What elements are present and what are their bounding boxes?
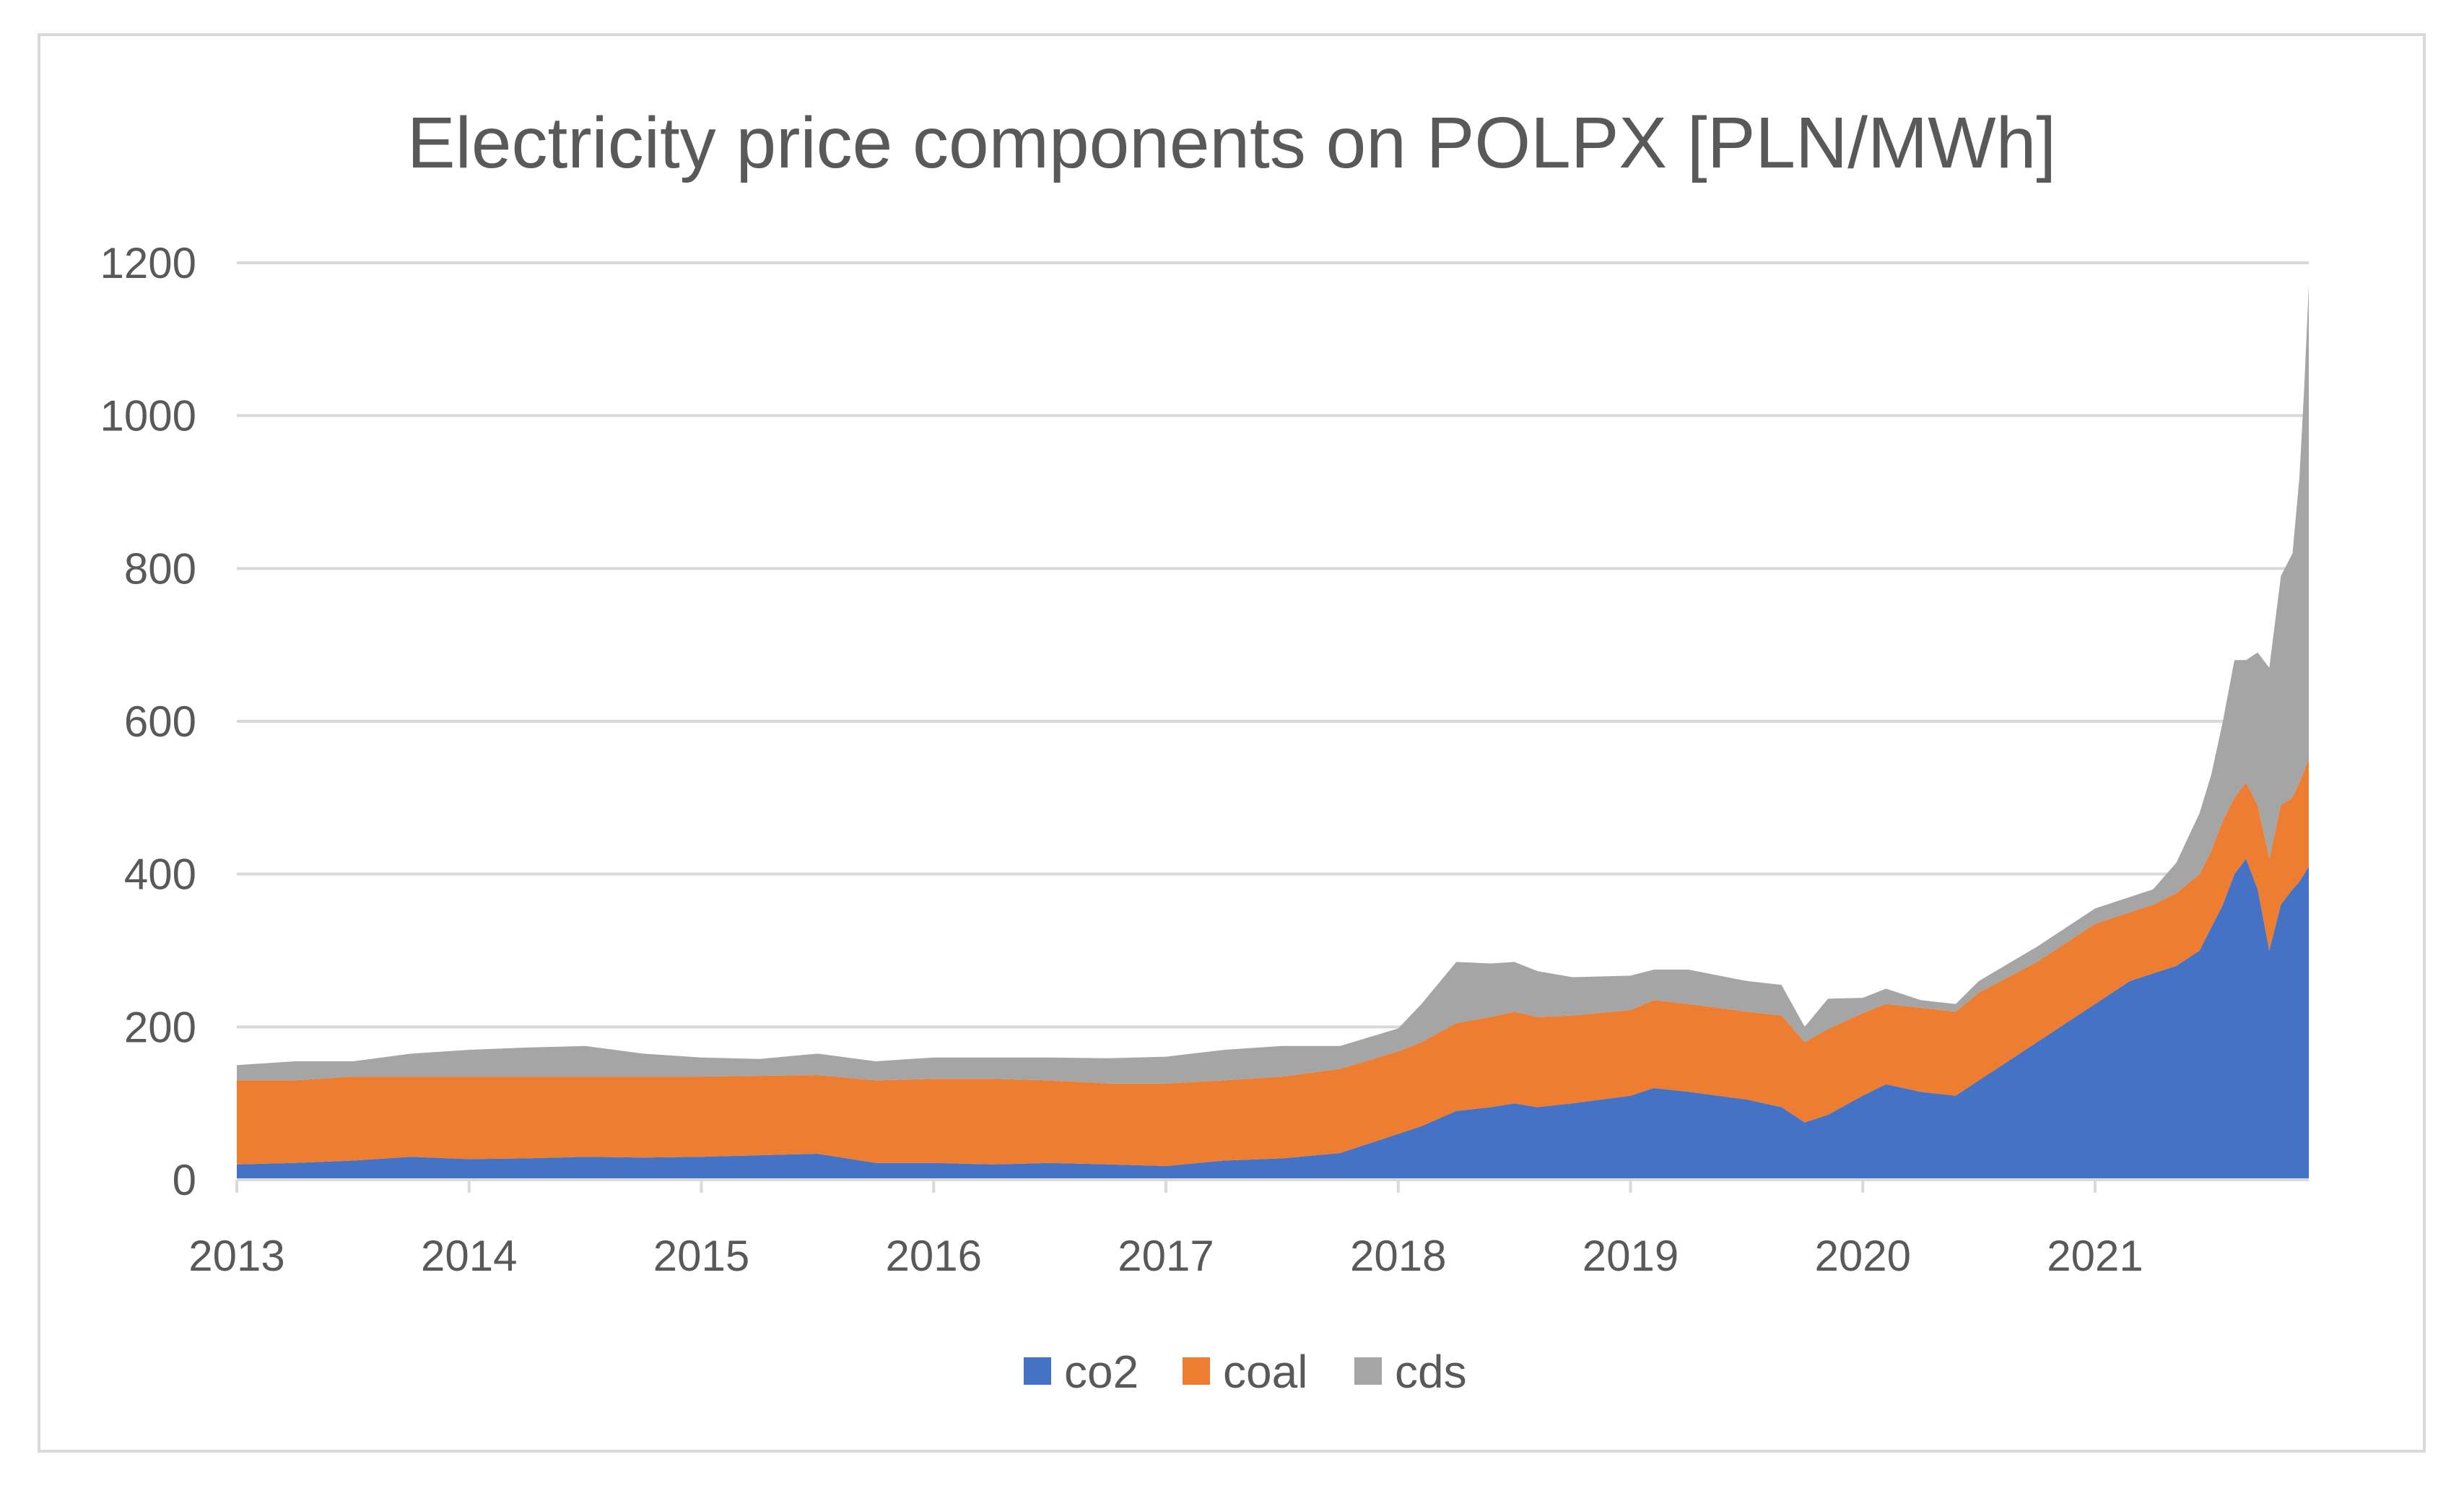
legend-swatch-coal (1183, 1357, 1210, 1385)
y-tick-label: 1200 (100, 239, 196, 287)
x-tick-label: 2016 (886, 1232, 982, 1280)
area-series-coal (237, 759, 2309, 1166)
x-axis: 2013 2014 2015 2016 2017 2018 2019 2020 2021 (188, 1180, 2143, 1280)
y-tick-label: 200 (124, 1003, 196, 1051)
legend-label-coal: coal (1223, 1346, 1307, 1398)
x-tick-label: 2013 (188, 1232, 284, 1280)
x-tick-label: 2020 (1815, 1232, 1911, 1280)
legend-label-co2: co2 (1064, 1346, 1139, 1398)
y-tick-label: 400 (124, 850, 196, 899)
legend-swatch-cds (1354, 1357, 1382, 1385)
x-tick-label: 2017 (1118, 1232, 1214, 1280)
x-tick-label: 2015 (653, 1232, 749, 1280)
legend-swatch-co2 (1024, 1357, 1051, 1385)
x-tick-label: 2014 (421, 1232, 517, 1280)
x-tick-label: 2019 (1583, 1232, 1679, 1280)
x-tick-label: 2018 (1350, 1232, 1446, 1280)
y-tick-label: 0 (173, 1156, 196, 1204)
y-tick-label: 600 (124, 697, 196, 746)
legend-label-cds: cds (1395, 1346, 1467, 1398)
gridlines (237, 261, 2309, 1029)
x-tick-label: 2021 (2047, 1232, 2143, 1280)
area-series-co2 (237, 858, 2309, 1180)
y-axis: 0 200 400 600 800 1000 1200 (100, 239, 196, 1204)
plot-area (237, 285, 2309, 1180)
area-series-cds (237, 285, 2309, 1084)
chart-title: Electricity price components on POLPX [P… (407, 103, 2056, 183)
legend: co2 coal cds (1024, 1346, 1467, 1398)
y-tick-label: 1000 (100, 392, 196, 440)
chart-frame (38, 33, 2426, 1453)
y-tick-label: 800 (124, 544, 196, 593)
